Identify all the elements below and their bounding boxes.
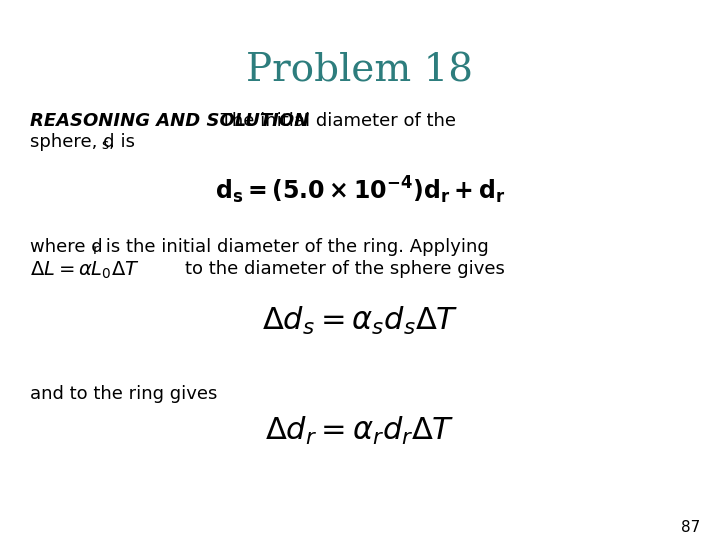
Text: 87: 87 (680, 520, 700, 535)
Text: , is: , is (109, 133, 135, 151)
Text: s: s (101, 138, 108, 152)
Text: Problem 18: Problem 18 (246, 52, 474, 89)
Text: The initial diameter of the: The initial diameter of the (215, 112, 456, 130)
Text: and to the ring gives: and to the ring gives (30, 385, 217, 403)
Text: r: r (93, 243, 99, 257)
Text: is the initial diameter of the ring. Applying: is the initial diameter of the ring. App… (100, 238, 489, 256)
Text: REASONING AND SOLUTION: REASONING AND SOLUTION (30, 112, 310, 130)
Text: $\mathbf{d_s = (5.0 \times 10^{-4})d_r + d_r}$: $\mathbf{d_s = (5.0 \times 10^{-4})d_r +… (215, 175, 505, 206)
Text: $\Delta d_s = \alpha_s d_s \Delta T$: $\Delta d_s = \alpha_s d_s \Delta T$ (262, 305, 458, 337)
Text: $\Delta d_r = \alpha_r d_r \Delta T$: $\Delta d_r = \alpha_r d_r \Delta T$ (265, 415, 455, 447)
Text: where d: where d (30, 238, 103, 256)
Text: to the diameter of the sphere gives: to the diameter of the sphere gives (185, 260, 505, 278)
Text: sphere, d: sphere, d (30, 133, 114, 151)
Text: $\Delta L = \alpha L_0 \Delta T$: $\Delta L = \alpha L_0 \Delta T$ (30, 260, 140, 281)
